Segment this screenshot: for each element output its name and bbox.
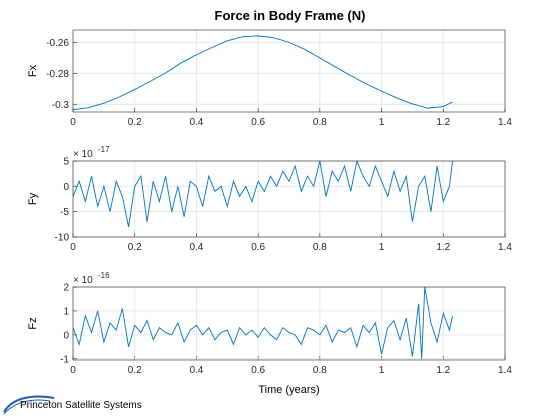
y-tick-label: -0.26 xyxy=(46,38,69,49)
x-tick-label: 0.4 xyxy=(189,117,203,128)
series-line xyxy=(73,161,453,227)
series-line xyxy=(73,35,453,111)
axes-fy: 0 0.2 0.4 0.6 0.8 1 1.2 1.4 5 0 -5 -10 Fy × 10 -17 xyxy=(27,145,512,253)
y-tick-label: -0.28 xyxy=(46,69,69,80)
y-axis-label: Fx xyxy=(27,64,39,77)
x-tick-label: 1.4 xyxy=(498,117,512,128)
x-axis-label: Time (years) xyxy=(258,384,319,396)
x-tick-label: 1 xyxy=(379,242,385,253)
x-tick-label: 0.4 xyxy=(189,365,203,376)
axes-box xyxy=(72,29,506,113)
axes-box xyxy=(72,286,506,361)
x-tick-label: 1.4 xyxy=(498,365,512,376)
x-tick-label: 1 xyxy=(379,117,385,128)
y-tick-label: 2 xyxy=(63,283,69,294)
chart-title: Force in Body Frame (N) xyxy=(215,8,366,23)
x-tick-label: 0.2 xyxy=(128,117,142,128)
exponent-label: × 10 xyxy=(73,275,93,286)
y-tick-label: -10 xyxy=(55,233,70,244)
x-tick-label: 0.6 xyxy=(251,365,265,376)
y-tick-label: -0.3 xyxy=(52,100,70,111)
plot-area xyxy=(73,287,505,360)
x-tick-label: 1.4 xyxy=(498,242,512,253)
y-axis-label: Fz xyxy=(27,317,39,329)
y-tick-label: 1 xyxy=(63,306,69,317)
x-tick-label: 0 xyxy=(70,117,76,128)
axes-fx: 0 0.2 0.4 0.6 0.8 1 1.2 1.4 -0.26 -0.28 -0.3 Fx xyxy=(27,29,512,128)
plot-area xyxy=(73,30,505,112)
axes-box xyxy=(72,160,506,238)
y-tick-label: 0 xyxy=(63,182,69,193)
x-tick-label: 0.4 xyxy=(189,242,203,253)
exponent-label: × 10 xyxy=(73,149,93,160)
x-tick-label: 1 xyxy=(379,365,385,376)
x-tick-label: 0.8 xyxy=(313,242,327,253)
series-line xyxy=(73,287,453,359)
x-tick-label: 1.2 xyxy=(436,117,450,128)
y-axis-label: Fy xyxy=(27,192,39,205)
y-tick-label: -5 xyxy=(60,207,69,218)
x-tick-label: 0.6 xyxy=(251,117,265,128)
exponent-power: -17 xyxy=(98,145,110,154)
y-tick-label: 5 xyxy=(63,157,69,168)
logo-icon xyxy=(3,395,55,415)
x-tick-label: 0 xyxy=(70,365,76,376)
logo-text: Princeton Satellite Systems xyxy=(20,400,142,411)
x-tick-label: 1.2 xyxy=(436,365,450,376)
x-tick-label: 0 xyxy=(70,242,76,253)
exponent-power: -16 xyxy=(98,271,110,280)
y-tick-label: -1 xyxy=(60,354,69,365)
x-tick-label: 0.6 xyxy=(251,242,265,253)
x-tick-label: 0.8 xyxy=(313,365,327,376)
y-tick-label: 0 xyxy=(63,330,69,341)
x-tick-label: 0.2 xyxy=(128,365,142,376)
x-tick-label: 0.8 xyxy=(313,117,327,128)
x-tick-label: 1.2 xyxy=(436,242,450,253)
plot-area xyxy=(73,161,505,237)
x-tick-label: 0.2 xyxy=(128,242,142,253)
